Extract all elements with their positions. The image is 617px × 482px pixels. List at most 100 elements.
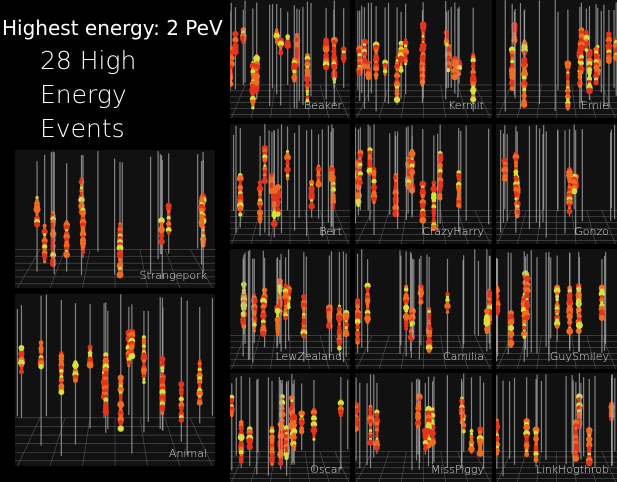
subtitle: 28 High Energy Events: [40, 44, 136, 146]
track: [514, 191, 518, 195]
track: [238, 212, 242, 216]
track: [566, 68, 570, 72]
track: [394, 96, 400, 102]
track: [270, 462, 274, 466]
track: [142, 380, 146, 384]
track: [239, 180, 242, 183]
track: [271, 335, 276, 369]
track: [422, 62, 425, 65]
track: [416, 424, 420, 428]
subtitle-line: Energy: [40, 78, 136, 112]
event-panel: LinkHogthrob: [496, 373, 617, 482]
track: [572, 85, 577, 118]
track: [302, 310, 305, 313]
track: [251, 103, 254, 106]
track: [258, 220, 262, 224]
event-label: MissPiggy: [431, 463, 484, 476]
track: [379, 85, 389, 118]
track: [579, 70, 583, 74]
track: [404, 62, 407, 65]
event-panel: Gonzo: [496, 124, 617, 244]
track: [161, 411, 165, 415]
track: [355, 340, 359, 344]
track: [251, 451, 260, 482]
track: [409, 169, 415, 175]
track: [19, 369, 24, 374]
track: [421, 38, 425, 42]
track: [427, 348, 432, 353]
track: [251, 76, 254, 79]
track: [369, 426, 372, 429]
track: [401, 210, 406, 244]
track: [399, 68, 404, 73]
track: [498, 210, 512, 244]
track: [477, 450, 484, 457]
track: [339, 413, 343, 417]
track: [167, 231, 171, 235]
event-panel: Bert: [230, 124, 350, 244]
track: [283, 316, 288, 321]
track: [232, 49, 238, 55]
track: [199, 223, 204, 228]
track: [384, 73, 387, 76]
track: [359, 175, 362, 178]
track: [232, 210, 246, 244]
track: [502, 176, 508, 182]
track: [399, 59, 403, 63]
track: [232, 85, 246, 118]
track: [456, 203, 461, 208]
track: [510, 86, 515, 91]
track: [329, 176, 335, 182]
event-label: Gonzo: [574, 225, 609, 238]
track: [576, 328, 582, 334]
event-display: [15, 150, 215, 288]
track: [593, 80, 598, 85]
track: [284, 298, 288, 302]
track: [368, 172, 371, 175]
event-label: LewZealand: [276, 350, 343, 363]
track: [302, 307, 306, 311]
track: [273, 216, 276, 219]
track: [422, 32, 425, 35]
track: [262, 178, 268, 184]
event-label: Beaker: [304, 99, 342, 112]
track: [488, 297, 491, 300]
track: [374, 445, 380, 451]
track: [38, 364, 43, 369]
event-label: GuySmiley: [550, 350, 609, 363]
track: [276, 312, 279, 315]
track: [514, 194, 517, 197]
track: [118, 425, 124, 431]
track: [308, 203, 315, 210]
track: [357, 451, 372, 482]
track: [379, 335, 389, 369]
track: [372, 201, 375, 204]
track: [446, 308, 449, 311]
track: [470, 429, 474, 433]
track: [271, 220, 278, 227]
slide: Highest energy: 2 PeV 28 High Energy Eve…: [0, 0, 617, 482]
track: [73, 378, 78, 383]
track: [247, 444, 253, 450]
track: [18, 418, 41, 466]
event-label: Animal: [169, 447, 207, 460]
track: [312, 431, 316, 435]
track: [258, 205, 262, 209]
track: [498, 85, 512, 118]
track: [63, 251, 70, 258]
track: [419, 217, 426, 224]
track: [533, 457, 538, 462]
track: [34, 222, 40, 228]
track: [263, 161, 266, 164]
track: [369, 423, 373, 427]
track: [379, 451, 389, 482]
track: [585, 48, 589, 52]
track: [198, 383, 202, 387]
track: [395, 68, 398, 71]
track: [524, 452, 529, 457]
track: [446, 310, 449, 313]
event-panel: Beaker: [230, 0, 350, 118]
track: [410, 339, 413, 342]
event-display: [15, 294, 215, 466]
track: [103, 409, 110, 416]
